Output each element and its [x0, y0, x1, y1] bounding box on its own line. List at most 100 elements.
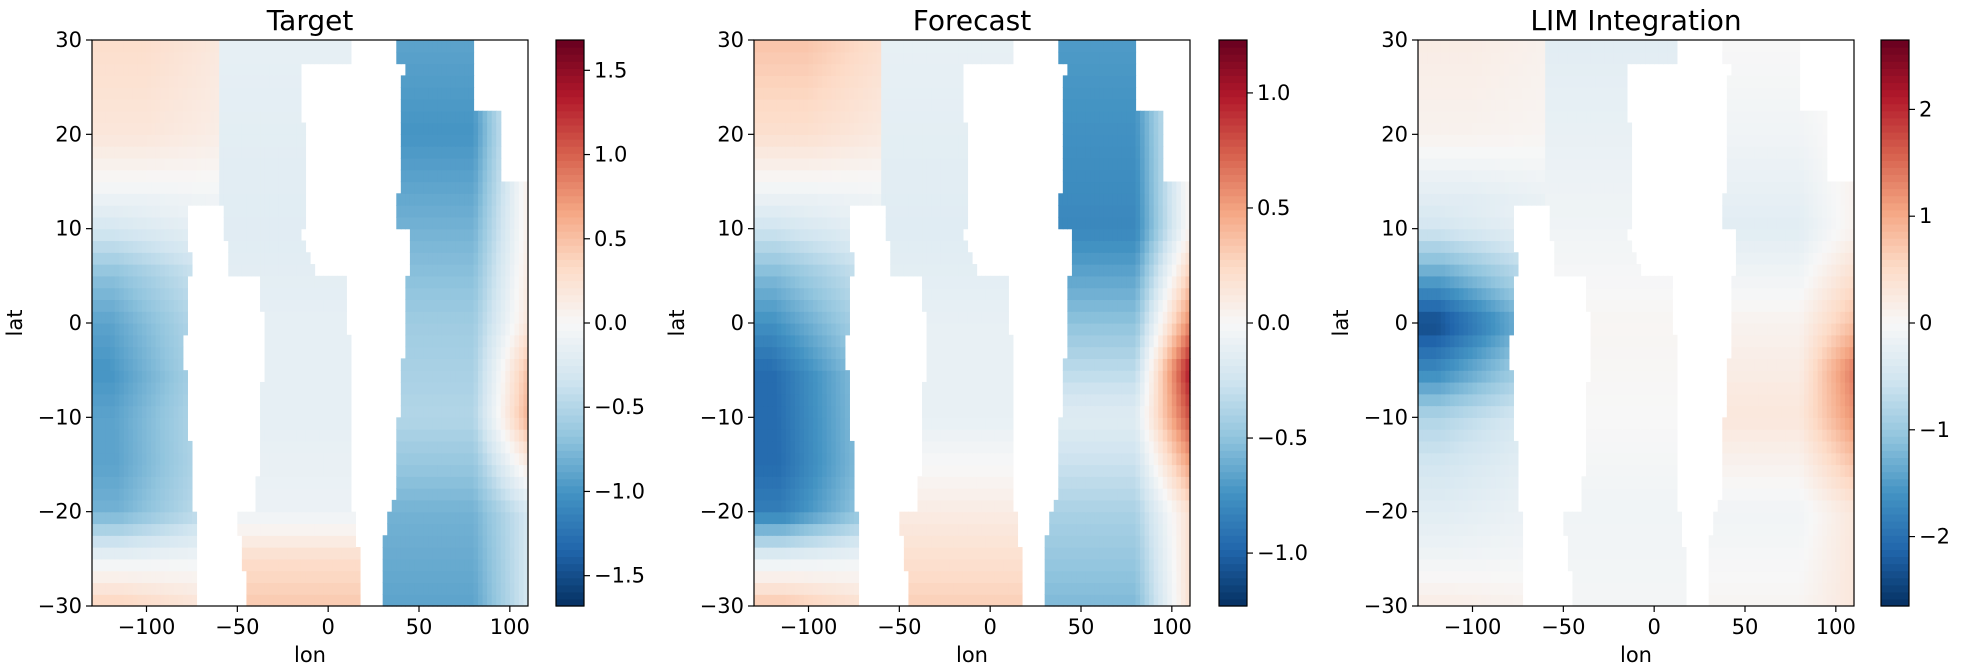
heatmap-cell [250, 205, 257, 218]
heatmap-cell [808, 381, 814, 395]
heatmap-cell [500, 370, 506, 383]
heatmap-cell [1003, 417, 1009, 430]
heatmap-cell [409, 275, 416, 289]
heatmap-cell [119, 547, 125, 560]
heatmap-cell [105, 523, 111, 536]
heatmap-cell [182, 181, 188, 194]
heatmap-cell [414, 381, 420, 395]
heatmap-cell [464, 381, 470, 395]
heatmap-cell [844, 417, 850, 430]
heatmap-cell [1017, 547, 1023, 560]
heatmap-cell [478, 429, 484, 442]
heatmap-cell [419, 134, 425, 147]
heatmap-cell [164, 40, 170, 53]
heatmap-cell [250, 40, 257, 53]
heatmap-cell [146, 287, 152, 301]
heatmap-cell [482, 323, 488, 336]
heatmap-cell [514, 535, 520, 548]
heatmap-cell [228, 75, 234, 88]
heatmap-cell [990, 523, 996, 536]
heatmap-cell [1112, 405, 1118, 418]
heatmap-cell [917, 476, 923, 489]
heatmap-cell [282, 205, 288, 218]
heatmap-cell [178, 476, 184, 489]
heatmap-cell [282, 51, 288, 65]
heatmap-cell [1090, 488, 1096, 501]
heatmap-cell [96, 334, 102, 348]
heatmap-cell [781, 429, 787, 442]
heatmap-cell [1076, 381, 1082, 395]
heatmap-cell [1062, 558, 1068, 572]
heatmap-cell [291, 110, 297, 124]
heatmap-cell [518, 370, 525, 383]
heatmap-cell [246, 98, 252, 112]
heatmap-cell [523, 334, 529, 348]
heatmap-cell [1117, 393, 1123, 407]
heatmap-cell [160, 264, 166, 277]
heatmap-cell [296, 205, 302, 218]
heatmap-cell [319, 499, 325, 513]
heatmap-cell [409, 63, 416, 76]
heatmap-cell [1094, 594, 1100, 607]
heatmap-cell [132, 98, 139, 112]
heatmap-cell [264, 169, 270, 183]
heatmap-cell [92, 558, 98, 572]
heatmap-cell [105, 323, 111, 336]
heatmap-cell [269, 87, 275, 100]
heatmap-cell [849, 511, 855, 525]
heatmap-cell [803, 405, 810, 418]
heatmap-cell [1167, 452, 1173, 466]
heatmap-cell [92, 98, 98, 112]
heatmap-cell [1071, 511, 1078, 525]
heatmap-cell [310, 570, 316, 584]
heatmap-cell [500, 417, 506, 430]
heatmap-cell [269, 169, 275, 183]
heatmap-cell [831, 393, 837, 407]
heatmap-cell [323, 323, 329, 336]
heatmap-cell [400, 87, 406, 100]
heatmap-cell [160, 287, 166, 301]
heatmap-cell [772, 570, 778, 584]
heatmap-cell [962, 405, 969, 418]
heatmap-cell [105, 488, 111, 501]
heatmap-cell [790, 464, 796, 477]
heatmap-cell [496, 594, 502, 607]
heatmap-cell [831, 499, 837, 513]
heatmap-cell [468, 252, 475, 265]
heatmap-cell [1130, 429, 1137, 442]
heatmap-cell [826, 535, 832, 548]
heatmap-cell [137, 488, 143, 501]
heatmap-cell [962, 476, 969, 489]
heatmap-cell [455, 110, 461, 124]
heatmap-cell [196, 193, 202, 206]
heatmap-cell [92, 169, 98, 183]
heatmap-cell [278, 334, 284, 348]
heatmap-cell [319, 358, 325, 371]
heatmap-cell [196, 87, 202, 100]
heatmap-cell [428, 110, 434, 124]
heatmap-cell [473, 134, 479, 147]
heatmap-cell [250, 157, 257, 171]
colorbar-segment [556, 478, 584, 487]
heatmap-cell [985, 476, 991, 489]
heatmap-cell [813, 464, 819, 477]
heatmap-cell [314, 476, 320, 489]
heatmap-cell [273, 393, 279, 407]
heatmap-cell [1180, 594, 1187, 607]
heatmap-cell [282, 134, 288, 147]
heatmap-cell [441, 311, 447, 324]
heatmap-cell [260, 216, 266, 230]
heatmap-cell [826, 405, 832, 418]
heatmap-cell [169, 134, 175, 147]
heatmap-cell [409, 51, 416, 65]
heatmap-cell [1180, 547, 1187, 560]
heatmap-cell [237, 205, 243, 218]
heatmap-cell [214, 157, 220, 171]
heatmap-cell [405, 535, 411, 548]
heatmap-cell [323, 499, 329, 513]
heatmap-cell [994, 417, 1000, 430]
heatmap-cell [455, 405, 461, 418]
heatmap-cell [114, 40, 120, 53]
heatmap-cell [464, 205, 470, 218]
heatmap-cell [1094, 370, 1100, 383]
